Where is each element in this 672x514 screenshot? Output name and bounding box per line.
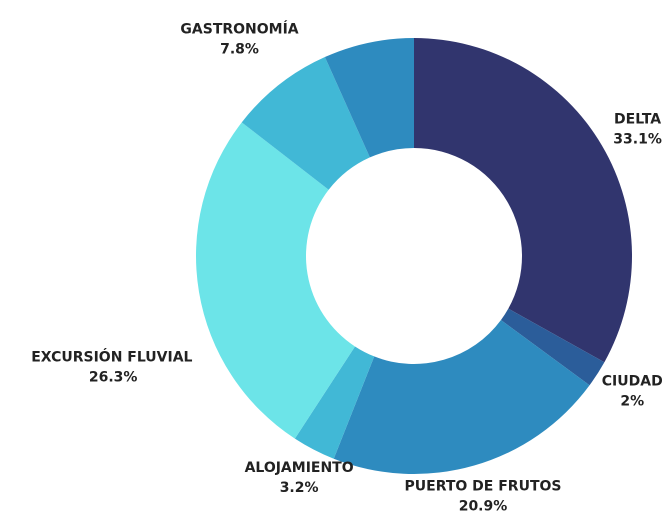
slice: [500, 308, 605, 386]
slice-value-label: 2%: [620, 393, 644, 409]
slice-label: DELTA: [614, 111, 661, 127]
slice-value-label: 20.9%: [459, 498, 508, 514]
slice-value-label: 33.1%: [613, 131, 662, 147]
slice-value-label: 7.8%: [220, 41, 259, 57]
slice-label: EXCURSIÓN FLUVIAL: [31, 347, 192, 365]
slice-label: GASTRONOMÍA: [180, 20, 298, 37]
slice-label: CIUDAD: [602, 373, 663, 389]
slice: [241, 57, 370, 190]
slice: [333, 320, 590, 474]
slice: [195, 122, 355, 439]
slice-label: PUERTO DE FRUTOS: [405, 478, 562, 494]
slice-label: ALOJAMIENTO: [245, 460, 354, 476]
slice: [414, 38, 632, 363]
slice: [324, 38, 414, 158]
slice-value-label: 3.2%: [280, 480, 319, 496]
slice-value-label: 26.3%: [89, 369, 138, 385]
slice: [294, 346, 375, 459]
